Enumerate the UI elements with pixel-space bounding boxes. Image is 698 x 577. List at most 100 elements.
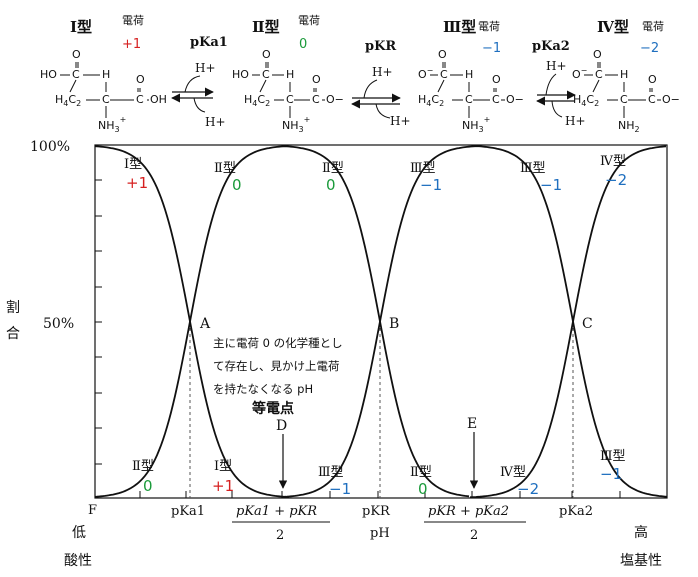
equilibrium-1-uptake-curve <box>193 97 206 113</box>
equilibrium-1: pKa1 H+ H+ <box>171 35 228 129</box>
formula-3-c: C <box>440 68 448 81</box>
curve-label-name: Ⅱ型 <box>132 459 154 474</box>
isoelectric-annotation: 主に電荷 0 の化学種とし て存在し、見かけ上電荷 を持たなくなる pH 等電点 <box>213 336 343 417</box>
type-4-charge-label: 電荷 <box>642 20 664 33</box>
y-axis-title-2: 合 <box>6 326 20 342</box>
formula-2-ch2: H4C2 <box>244 93 270 108</box>
curve-label-charge: −1 <box>420 176 442 194</box>
curve-label-charge: 0 <box>326 176 336 194</box>
curve-label-name: Ⅳ型 <box>500 465 526 480</box>
y-axis-title-1: 割 <box>6 299 20 316</box>
x-tick-pka1: pKa1 <box>171 504 205 519</box>
curve-label-charge: +1 <box>212 477 234 495</box>
curve-label-name: Ⅲ型 <box>600 449 626 464</box>
annotation-line-2: て存在し、見かけ上電荷 <box>213 359 340 373</box>
high-label: 高 <box>634 524 648 541</box>
formula-2-oh: O− <box>326 93 344 106</box>
low-label: 低 <box>72 525 86 541</box>
equilibrium-3-bottom: H+ <box>565 114 586 128</box>
formula-type-1: HO O C H H4C2 C C O OH NH3+ <box>40 48 167 134</box>
curve-labels: Ⅰ型+1Ⅱ型0Ⅱ型0Ⅲ型−1Ⅲ型−1Ⅳ型−2Ⅱ型0Ⅰ型+1Ⅲ型−1Ⅱ型0Ⅳ型−2… <box>124 154 627 498</box>
formula-1-h: H <box>102 68 110 81</box>
formula-3-ch2: H4C2 <box>418 93 444 108</box>
formula-1-o: O <box>72 48 81 61</box>
crossing-b: B <box>389 316 399 332</box>
curve-label-charge: 0 <box>143 477 153 495</box>
type-3-charge: −1 <box>482 41 501 56</box>
crossing-c: C <box>582 316 593 332</box>
curve-label-name: Ⅲ型 <box>410 161 436 176</box>
formula-3-h: H <box>465 68 473 81</box>
formula-3-oh: O− <box>506 93 524 106</box>
formula-4-h: H <box>620 68 628 81</box>
pk-guides <box>189 322 574 498</box>
x-ticks <box>139 491 621 498</box>
formula-type-2: HO O C H H4C2 C C O O− NH3+ <box>232 48 344 134</box>
x-axis-title: pH <box>370 526 390 541</box>
type-1-charge: +1 <box>122 37 141 52</box>
curve-label-charge: 0 <box>418 480 428 498</box>
formula-1-c2: C <box>136 93 144 106</box>
curve-label-name: Ⅰ型 <box>124 157 142 172</box>
fraction-d-numerator: pKa1 + pKR <box>236 504 317 519</box>
formula-4-o2: O <box>648 73 657 86</box>
formula-3-ch: C <box>465 93 473 106</box>
curve-label-charge: 0 <box>232 176 242 194</box>
formula-1-o2: O <box>136 73 145 86</box>
formula-3-c2: C <box>492 93 500 106</box>
type-4-charge: −2 <box>640 41 659 56</box>
y-tick-50: 50% <box>43 316 74 332</box>
annotation-line-3: を持たなくなる pH <box>213 382 313 396</box>
fraction-e: pKR + pKa2 2 <box>424 504 526 543</box>
annotation-line-1: 主に電荷 0 の化学種とし <box>213 336 343 350</box>
formula-4-nh2: NH2 <box>618 119 640 134</box>
equilibrium-3-top: H+ <box>546 59 567 73</box>
x-origin-label: F <box>88 503 97 518</box>
type-3-header: Ⅲ型 電荷 −1 <box>443 18 501 56</box>
curve-label-charge: −1 <box>540 176 562 194</box>
formula-2-h: H <box>286 68 294 81</box>
formula-2-ch: C <box>286 93 294 106</box>
formula-2-c2: C <box>312 93 320 106</box>
x-tick-pkr: pKR <box>362 504 391 519</box>
formula-2-o: O <box>262 48 271 61</box>
curve-label-name: Ⅱ型 <box>410 465 432 480</box>
curve-label-name: Ⅱ型 <box>322 161 344 176</box>
formula-2-o2: O <box>312 73 321 86</box>
curve-type-3 <box>284 145 668 498</box>
formula-4-o: O <box>593 48 602 61</box>
formula-1-oh: OH <box>150 93 167 106</box>
type-2-name: Ⅱ型 <box>252 18 280 36</box>
equilibrium-1-bottom: H+ <box>205 115 226 129</box>
equilibrium-2-bottom: H+ <box>390 114 411 128</box>
type-2-charge: 0 <box>299 37 307 52</box>
formula-1-ho: HO <box>40 68 57 81</box>
marker-d-label: D <box>276 418 287 434</box>
equilibrium-2: pKR H+ H+ <box>351 39 411 128</box>
curve-label-charge: −1 <box>329 480 351 498</box>
formula-4-oh: O− <box>662 93 680 106</box>
curve-type-2 <box>94 145 470 498</box>
formula-4-c: C <box>595 68 603 81</box>
y-tick-100: 100% <box>30 139 70 155</box>
formula-3-o2: O <box>492 73 501 86</box>
curve-label-name: Ⅳ型 <box>600 154 626 169</box>
equilibrium-3-release-curve <box>545 73 557 96</box>
formula-1-c: C <box>72 68 80 81</box>
equilibrium-2-uptake-curve <box>375 103 391 119</box>
crossing-a: A <box>199 316 211 332</box>
type-2-header: Ⅱ型 電荷 0 <box>252 14 320 52</box>
curve-type-1 <box>94 145 290 498</box>
equilibrium-3-uptake-curve <box>551 100 563 118</box>
curve-label-name: Ⅰ型 <box>214 459 232 474</box>
formula-1-ch: C <box>102 93 110 106</box>
equilibrium-2-release-curve <box>363 79 378 99</box>
curve-label-name: Ⅲ型 <box>520 161 546 176</box>
formula-1-nh3: NH3+ <box>98 115 126 134</box>
isoelectric-label: 等電点 <box>252 400 294 417</box>
curve-label-charge: +1 <box>126 174 148 192</box>
formula-3-o: O <box>438 48 447 61</box>
formula-4-ho: O− <box>572 66 587 81</box>
type-2-charge-label: 電荷 <box>298 14 320 27</box>
equilibrium-1-label: pKa1 <box>190 35 228 50</box>
